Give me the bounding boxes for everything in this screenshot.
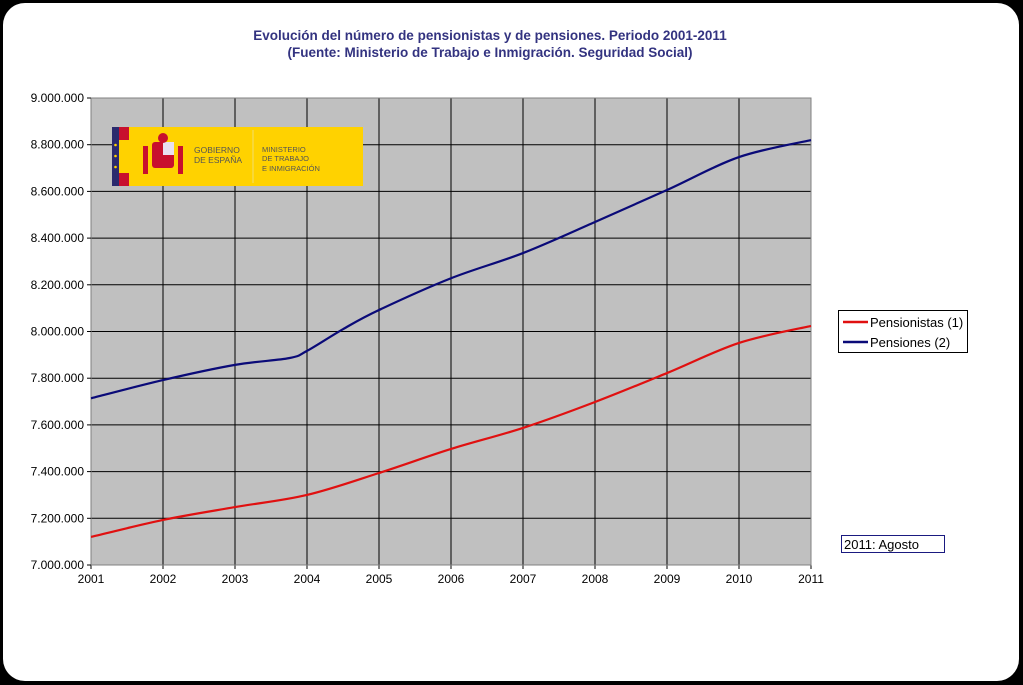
legend: Pensionistas (1) Pensiones (2) bbox=[838, 310, 968, 353]
y-tick-label: 9.000.000 bbox=[31, 91, 85, 105]
x-tick-label: 2010 bbox=[726, 572, 753, 586]
x-tick-label: 2001 bbox=[78, 572, 105, 586]
x-tick-label: 2007 bbox=[510, 572, 537, 586]
y-tick-label: 8.400.000 bbox=[31, 231, 85, 245]
series-lines bbox=[90, 138, 812, 539]
x-tick-label: 2011 bbox=[798, 572, 824, 586]
y-tick-label: 7.400.000 bbox=[31, 465, 85, 479]
svg-text:DE ESPAÑA: DE ESPAÑA bbox=[194, 155, 242, 165]
svg-text:E INMIGRACIÓN: E INMIGRACIÓN bbox=[262, 164, 320, 173]
series-line-pensiones bbox=[90, 138, 812, 400]
x-tick-label: 2008 bbox=[582, 572, 609, 586]
x-tick-label: 2005 bbox=[366, 572, 393, 586]
y-axis: 7.000.000 7.200.000 7.400.000 7.600.000 7.80… bbox=[31, 91, 91, 572]
legend-label-pensiones: Pensiones (2) bbox=[870, 335, 950, 350]
y-tick-label: 7.800.000 bbox=[31, 371, 85, 385]
x-tick-label: 2004 bbox=[294, 572, 321, 586]
annotation-box bbox=[841, 535, 945, 553]
gobierno-logo: GOBIERNO DE ESPAÑA MINISTERIO DE TRABAJO… bbox=[112, 127, 363, 186]
x-tick-label: 2006 bbox=[438, 572, 465, 586]
y-tick-label: 7.000.000 bbox=[31, 558, 85, 572]
grid bbox=[90, 97, 812, 569]
x-tick-label: 2003 bbox=[222, 572, 249, 586]
y-tick-label: 8.000.000 bbox=[31, 325, 85, 339]
x-tick-label: 2009 bbox=[654, 572, 681, 586]
chart-subtitle: (Fuente: Ministerio de Trabajo e Inmigra… bbox=[287, 45, 692, 60]
svg-text:GOBIERNO: GOBIERNO bbox=[194, 145, 240, 155]
y-tick-label: 7.200.000 bbox=[31, 511, 85, 525]
legend-label-pensionistas: Pensionistas (1) bbox=[870, 315, 963, 330]
y-tick-label: 8.200.000 bbox=[31, 278, 85, 292]
chart-title: Evolución del número de pensionistas y d… bbox=[253, 28, 727, 43]
x-axis: 2001 2002 2003 2004 2005 2006 2007 2008 2009 2010… bbox=[78, 572, 825, 586]
x-tick-label: 2002 bbox=[150, 572, 177, 586]
y-tick-label: 8.800.000 bbox=[31, 138, 85, 152]
y-tick-label: 7.600.000 bbox=[31, 418, 85, 432]
coat-of-arms-icon bbox=[143, 133, 183, 174]
y-tick-label: 8.600.000 bbox=[31, 184, 85, 198]
svg-text:MINISTERIO: MINISTERIO bbox=[262, 145, 306, 154]
annotation-text: 2011: Agosto bbox=[844, 537, 919, 552]
svg-text:DE TRABAJO: DE TRABAJO bbox=[262, 154, 309, 163]
